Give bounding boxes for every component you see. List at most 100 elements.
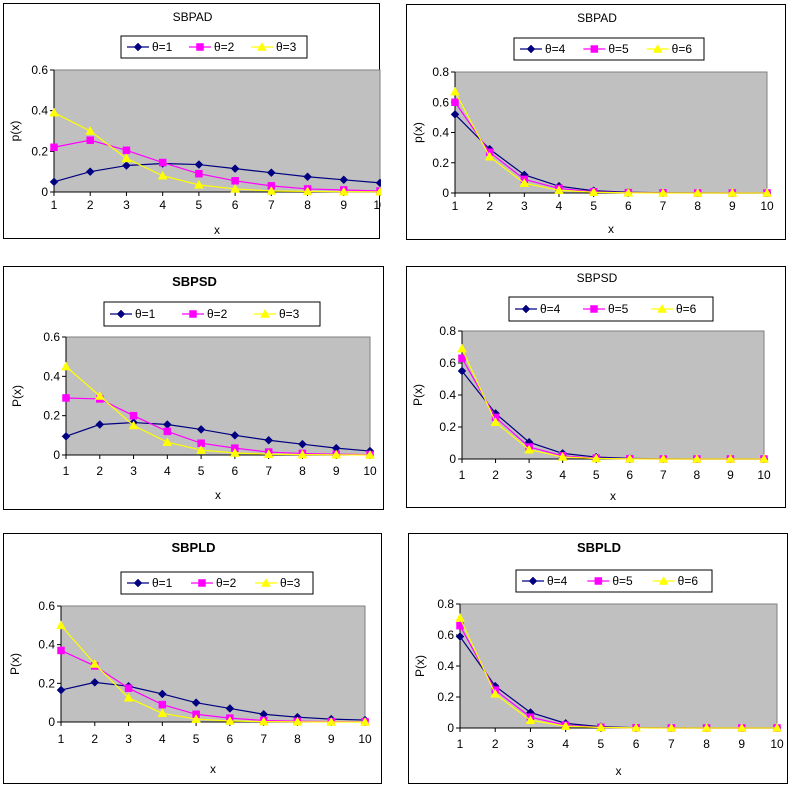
- x-tick-label: 4: [562, 737, 569, 751]
- x-tick-label: 5: [193, 732, 200, 746]
- series-line-3: [65, 366, 371, 456]
- chart-panel-6: SBPLD 0 0.2 0.4 0.6 0.8 1 2 3 4 5 6 7 8 9 10 x P(x) θ=4 θ=5…: [408, 533, 788, 784]
- y-tick-label: 0: [442, 186, 449, 200]
- x-tick-label: 5: [196, 198, 203, 212]
- y-tick-label: 0.4: [31, 104, 48, 118]
- legend-label-3: θ=6: [678, 574, 699, 588]
- x-tick-label: 7: [668, 737, 675, 751]
- legend-marker-2: [594, 577, 603, 585]
- data-point-series-1: [196, 425, 206, 434]
- x-tick-label: 5: [198, 464, 205, 478]
- data-point-series-1: [49, 177, 59, 187]
- legend-label-2: θ=2: [207, 307, 228, 321]
- x-tick-label: 9: [340, 198, 347, 212]
- data-point-series-1: [339, 175, 349, 185]
- data-point-series-2: [231, 177, 239, 185]
- legend: θ=4 θ=5 θ=6: [508, 296, 714, 322]
- x-tick-label: 8: [294, 732, 301, 746]
- y-tick-label: 0.2: [43, 409, 60, 423]
- x-tick-label: 4: [159, 198, 166, 212]
- y-tick-label: 0.4: [43, 369, 60, 383]
- x-tick-label: 2: [486, 199, 493, 213]
- data-point-series-3: [666, 722, 677, 732]
- data-point-series-3: [94, 390, 105, 400]
- legend-marker-3: [658, 575, 669, 585]
- data-point-series-3: [230, 183, 241, 193]
- legend-box: [103, 301, 321, 327]
- data-point-series-3: [331, 449, 342, 459]
- data-point-series-2: [163, 427, 172, 436]
- x-tick-label: 3: [130, 464, 137, 478]
- data-point-series-1: [122, 161, 131, 170]
- chart-title: SBPSD: [577, 271, 618, 285]
- chart-panel-5: SBPLD 0 0.2 0.4 0.6 1 2 3 4 5 6 7 8 9 10 x P(x) θ=1 θ=2 θ=3: [3, 533, 382, 784]
- x-tick-label: 1: [459, 468, 466, 482]
- data-point-series-3: [162, 437, 173, 446]
- chart-svg-4: SBPSD 0 0.2 0.4 0.6 0.8 1 2 3 4 5 6 7 8 9 10 x P(x) θ=4 θ=5…: [411, 271, 771, 503]
- data-point-series-3: [595, 722, 606, 732]
- data-point-series-1: [157, 689, 167, 699]
- series-line-3: [53, 112, 380, 193]
- legend-box: [515, 569, 713, 593]
- data-point-series-3: [263, 449, 274, 458]
- legend-marker-1: [521, 304, 531, 314]
- data-point-series-1: [298, 439, 307, 449]
- data-point-series-1: [85, 167, 95, 177]
- chart-svg-3: SBPSD 0 0.2 0.4 0.6 1 2 3 4 5 6 7 8 9 10 x P(x) θ=1 θ=2 θ=3: [10, 274, 377, 502]
- data-point-series-1: [95, 420, 105, 429]
- series-line-2: [65, 397, 371, 456]
- legend-marker-2: [198, 579, 206, 587]
- legend-marker-1: [133, 42, 143, 52]
- data-point-series-3: [123, 692, 134, 702]
- y-tick-label: 0.4: [38, 638, 55, 652]
- legend-box: [120, 571, 314, 595]
- data-point-series-3: [455, 612, 465, 622]
- x-tick-label: 7: [265, 464, 272, 478]
- data-point-series-3: [85, 125, 96, 135]
- legend-marker-3: [652, 43, 663, 53]
- x-tick-label: 8: [694, 468, 701, 482]
- data-point-series-2: [195, 169, 203, 178]
- plot-area: [461, 330, 765, 460]
- data-point-series-3: [525, 715, 536, 724]
- data-point-series-3: [736, 722, 747, 732]
- legend-box: [120, 35, 308, 59]
- x-tick-label: 1: [452, 199, 459, 213]
- data-point-series-3: [623, 187, 634, 197]
- x-axis-label: x: [616, 764, 622, 778]
- chart-svg-6: SBPLD 0 0.2 0.4 0.6 0.8 1 2 3 4 5 6 7 8 9 10 x P(x) θ=4 θ=5…: [413, 540, 784, 778]
- legend-box: [513, 37, 705, 61]
- series-line-1: [65, 421, 371, 452]
- data-point-series-1: [230, 430, 240, 440]
- y-tick-label: 0: [48, 715, 55, 729]
- chart-svg-1: SBPAD 0 0.2 0.4 0.6 1 2 3 4 5 6 7 8 9 10 x p(x) θ=1 θ=2 θ=3: [8, 10, 381, 237]
- data-point-series-3: [89, 658, 100, 668]
- y-tick-label: 0.2: [432, 156, 449, 170]
- legend-marker-3: [657, 303, 667, 313]
- x-tick-label: 2: [492, 737, 499, 751]
- series-line-3: [454, 91, 767, 194]
- legend: θ=1 θ=2 θ=3: [103, 301, 321, 327]
- y-tick-label: 0.8: [437, 597, 454, 611]
- plot-area: [60, 605, 366, 723]
- chart-svg-2: SBPAD 0 0.2 0.4 0.6 0.8 1 2 3 4 5 6 7 8 9 10 x p(x) θ=4 θ=5…: [411, 11, 774, 236]
- data-point-series-1: [455, 632, 465, 641]
- data-point-series-3: [258, 716, 269, 726]
- data-point-series-2: [50, 143, 58, 152]
- y-tick-label: 0.6: [437, 628, 454, 642]
- plot-area: [459, 603, 778, 729]
- x-tick-label: 2: [91, 732, 98, 746]
- data-point-series-3: [588, 187, 599, 196]
- x-axis-label: x: [608, 222, 614, 236]
- x-tick-label: 9: [727, 468, 734, 482]
- x-tick-label: 7: [660, 199, 667, 213]
- x-axis-label: x: [210, 762, 216, 776]
- y-tick-label: 0: [447, 721, 454, 735]
- x-tick-label: 5: [593, 468, 600, 482]
- x-tick-label: 5: [598, 737, 605, 751]
- x-tick-label: 2: [96, 464, 103, 478]
- y-tick-label: 0.2: [31, 144, 48, 158]
- x-tick-label: 6: [626, 468, 633, 482]
- data-point-series-2: [124, 684, 133, 692]
- x-tick-label: 3: [125, 732, 132, 746]
